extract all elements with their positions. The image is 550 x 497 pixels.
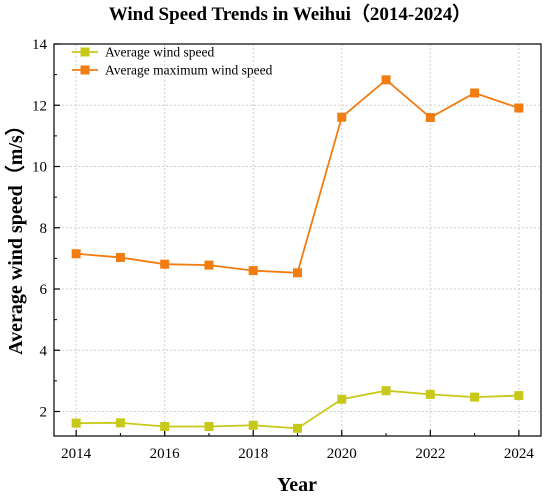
legend: Average wind speed Average maximum wind s… bbox=[72, 45, 273, 78]
data-point bbox=[160, 259, 170, 269]
data-point bbox=[470, 88, 480, 98]
legend-label: Average wind speed bbox=[105, 45, 214, 60]
data-point bbox=[381, 75, 391, 85]
data-point bbox=[115, 252, 125, 262]
legend-label: Average maximum wind speed bbox=[105, 63, 273, 78]
data-point bbox=[204, 260, 214, 270]
series-line bbox=[76, 389, 519, 430]
y-tick-label: 10 bbox=[32, 160, 47, 176]
data-point bbox=[204, 422, 214, 432]
x-tick-label: 2018 bbox=[238, 446, 268, 462]
y-tick-label: 14 bbox=[32, 37, 48, 53]
x-tick-label: 2024 bbox=[504, 446, 535, 462]
data-point bbox=[71, 418, 81, 428]
x-tick-label: 2022 bbox=[415, 446, 445, 462]
legend-marker bbox=[80, 65, 90, 75]
data-point bbox=[248, 266, 258, 276]
x-tick-label: 2014 bbox=[61, 446, 92, 462]
data-point bbox=[248, 420, 258, 430]
data-point bbox=[337, 394, 347, 404]
axis-ticks: 2 4 6 8 10 12 14 2014 2016 2018 2020 2022 2024 bbox=[32, 37, 534, 462]
series-1 bbox=[71, 75, 524, 278]
data-point bbox=[337, 112, 347, 122]
data-point bbox=[293, 268, 302, 278]
data-point bbox=[160, 422, 170, 432]
y-tick-label: 2 bbox=[40, 405, 48, 421]
x-axis-title: Year bbox=[277, 474, 317, 496]
data-point bbox=[381, 386, 391, 396]
x-tick-label: 2016 bbox=[150, 446, 181, 462]
series-line bbox=[76, 78, 520, 274]
y-axis-title: Average wind speed（m/s） bbox=[4, 115, 27, 355]
y-tick-label: 6 bbox=[40, 282, 48, 298]
y-tick-label: 4 bbox=[40, 343, 48, 359]
series-group bbox=[71, 75, 524, 433]
data-point bbox=[514, 103, 524, 113]
data-point bbox=[514, 391, 524, 401]
plot-frame bbox=[53, 43, 542, 437]
y-tick-label: 12 bbox=[32, 98, 47, 114]
legend-marker bbox=[80, 47, 90, 57]
chart-title: Wind Speed Trends in Weihui（2014-2024） bbox=[109, 2, 472, 25]
data-point bbox=[71, 249, 81, 259]
y-tick-label: 8 bbox=[40, 221, 48, 237]
data-point bbox=[425, 389, 435, 399]
grid bbox=[54, 43, 541, 436]
data-point bbox=[425, 113, 435, 122]
data-point bbox=[115, 418, 125, 428]
data-point bbox=[293, 423, 302, 433]
series-0 bbox=[71, 386, 524, 433]
data-point bbox=[470, 392, 480, 402]
x-tick-label: 2020 bbox=[327, 446, 357, 462]
